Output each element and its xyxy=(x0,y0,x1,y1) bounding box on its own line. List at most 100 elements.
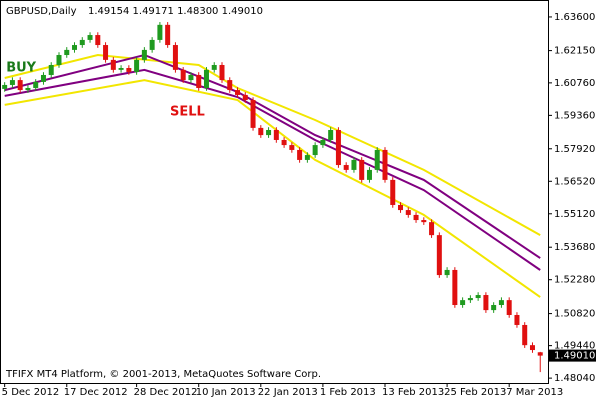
y-tick-label: 1.49440 xyxy=(554,341,595,352)
candle-body xyxy=(266,129,272,136)
candle-body xyxy=(157,24,163,40)
candle-body xyxy=(467,298,473,301)
candle-body xyxy=(398,204,404,211)
candle-body xyxy=(359,159,365,180)
candle-body xyxy=(328,129,334,140)
candle-body xyxy=(110,59,116,70)
candle-body xyxy=(40,74,46,82)
candle-body xyxy=(72,45,78,50)
candle-body xyxy=(436,235,442,276)
candle-body xyxy=(196,74,202,88)
price-marker-label: 1.49010 xyxy=(554,351,595,362)
candle-body xyxy=(366,169,372,180)
candle-body xyxy=(258,127,264,136)
candle-body xyxy=(537,352,543,356)
candle-body xyxy=(429,222,435,236)
candle-body xyxy=(289,145,295,150)
frame xyxy=(0,0,549,384)
candle-body xyxy=(529,345,535,351)
candle-body xyxy=(320,139,326,146)
moving-average xyxy=(4,53,541,259)
chart-title: GBPUSD,Daily xyxy=(6,6,77,17)
x-tick-label: 13 Feb 2013 xyxy=(382,387,444,398)
candle-body xyxy=(17,80,23,91)
price-marker-box xyxy=(549,349,596,362)
moving-average xyxy=(4,68,541,271)
candle-body xyxy=(9,80,15,85)
candle-body xyxy=(188,74,194,81)
candle-body xyxy=(149,39,155,50)
candle-body xyxy=(203,69,209,88)
y-tick-label: 1.60760 xyxy=(554,78,595,89)
candle-body xyxy=(118,68,124,70)
candle-body xyxy=(227,80,233,91)
x-tick-label: 5 Dec 2012 xyxy=(2,387,60,398)
candle-body xyxy=(452,269,458,306)
candle-body xyxy=(180,69,186,81)
candle-body xyxy=(506,300,512,315)
candle-body xyxy=(33,81,39,88)
candle-body xyxy=(172,45,178,70)
candle-body xyxy=(56,55,62,65)
candle-body xyxy=(405,210,411,215)
candle-body xyxy=(48,64,54,75)
x-tick-label: 25 Feb 2013 xyxy=(444,387,506,398)
candle-body xyxy=(219,64,225,81)
candle-body xyxy=(165,24,171,46)
candle-body xyxy=(475,295,481,299)
candle-body xyxy=(460,300,466,306)
footer: TFIFX MT4 Platform, © 2001-2013, MetaQuo… xyxy=(5,369,321,380)
x-tick-label: 10 Jan 2013 xyxy=(196,387,256,398)
candle-body xyxy=(312,145,318,156)
y-tick-label: 1.52280 xyxy=(554,275,595,286)
candle-body xyxy=(297,149,303,160)
y-tick-label: 1.48040 xyxy=(554,373,595,384)
candle-body xyxy=(79,39,85,46)
candle-body xyxy=(335,129,341,166)
header-quote: 1.49154 1.49171 1.48300 1.49010 xyxy=(88,6,263,17)
x-tick-label: 7 Mar 2013 xyxy=(506,387,563,398)
candle-body xyxy=(273,129,279,140)
y-tick-label: 1.50820 xyxy=(554,309,595,320)
candle-body xyxy=(250,100,256,128)
candle-body xyxy=(126,68,132,72)
candle-body xyxy=(64,49,70,56)
candle-body xyxy=(413,214,419,221)
candle-body xyxy=(235,90,241,95)
x-tick-label: 28 Dec 2012 xyxy=(134,387,198,398)
candle-body xyxy=(491,305,497,311)
candle-body xyxy=(444,269,450,276)
candle-body xyxy=(498,300,504,306)
y-tick-label: 1.59360 xyxy=(554,110,595,121)
annotation: BUY xyxy=(6,61,36,76)
candle-body xyxy=(281,139,287,146)
y-tick-label: 1.55120 xyxy=(554,209,595,220)
x-tick-label: 22 Jan 2013 xyxy=(258,387,318,398)
candle-body xyxy=(514,314,520,325)
candle-body xyxy=(351,159,357,170)
y-tick-label: 1.57920 xyxy=(554,144,595,155)
candle-body xyxy=(25,87,31,91)
candle-body xyxy=(390,179,396,205)
y-tick-label: 1.63600 xyxy=(554,12,595,23)
plot-area xyxy=(2,22,543,373)
candle-body xyxy=(421,220,427,223)
candle-body xyxy=(211,64,217,70)
candle-body xyxy=(522,324,528,346)
candle-body xyxy=(374,149,380,170)
candle-body xyxy=(343,165,349,170)
candle-body xyxy=(103,45,109,60)
candle-body xyxy=(2,84,8,89)
candle-body xyxy=(483,295,489,311)
candle-body xyxy=(95,35,101,46)
y-tick-label: 1.56520 xyxy=(554,176,595,187)
candle-body xyxy=(242,94,248,101)
y-tick-label: 1.53680 xyxy=(554,242,595,253)
candle-body xyxy=(134,59,140,72)
y-tick-label: 1.62150 xyxy=(554,46,595,57)
candle-body xyxy=(304,155,310,160)
x-tick-label: 17 Dec 2012 xyxy=(64,387,128,398)
